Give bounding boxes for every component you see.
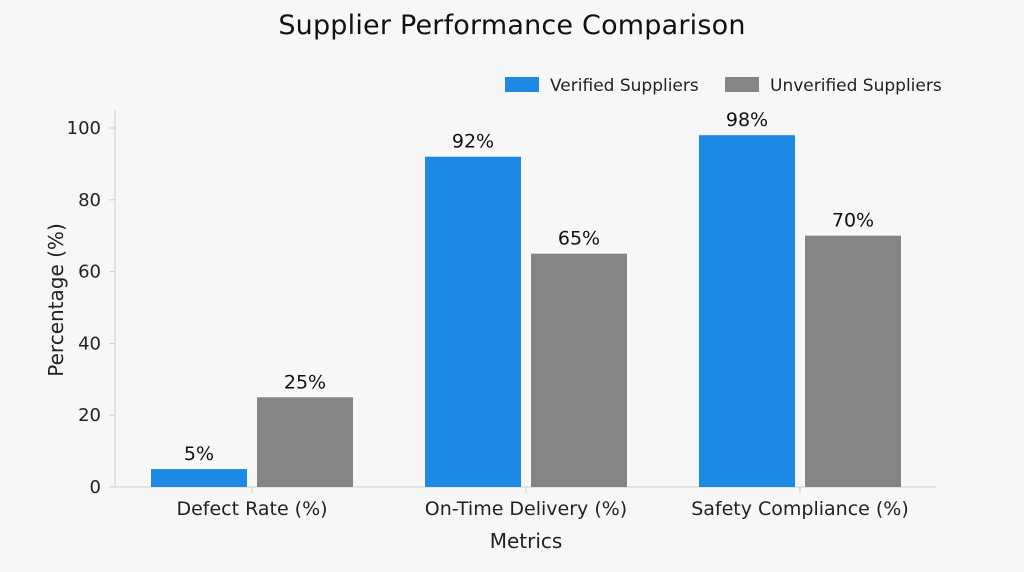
y-axis-title: Percentage (%) — [44, 223, 68, 376]
y-tick-label: 0 — [90, 477, 101, 498]
chart-title: Supplier Performance Comparison — [278, 10, 746, 41]
y-tick-label: 100 — [67, 118, 101, 139]
data-label: 98% — [726, 109, 768, 131]
x-axis-title: Metrics — [490, 529, 563, 553]
x-tick-label: Safety Compliance (%) — [691, 498, 909, 520]
data-label: 25% — [284, 371, 326, 393]
x-tick-label: Defect Rate (%) — [176, 498, 327, 520]
legend-label: Unverified Suppliers — [770, 76, 942, 96]
legend-swatch — [725, 77, 759, 92]
bar-unverified — [805, 235, 901, 487]
legend-swatch — [505, 77, 539, 92]
data-label: 5% — [184, 443, 214, 465]
y-tick-label: 20 — [78, 405, 101, 426]
legend-label: Verified Suppliers — [550, 76, 699, 96]
bar-verified — [699, 135, 795, 487]
data-label: 92% — [452, 131, 494, 153]
data-label: 65% — [558, 228, 600, 250]
bar-verified — [151, 469, 247, 487]
bar-unverified — [531, 253, 627, 487]
x-tick-label: On-Time Delivery (%) — [425, 498, 627, 520]
data-label: 70% — [832, 210, 874, 232]
bar-verified — [425, 156, 521, 487]
bar-unverified — [257, 397, 353, 487]
y-tick-label: 60 — [78, 262, 101, 283]
y-tick-label: 80 — [78, 190, 101, 211]
y-tick-label: 40 — [78, 333, 101, 354]
